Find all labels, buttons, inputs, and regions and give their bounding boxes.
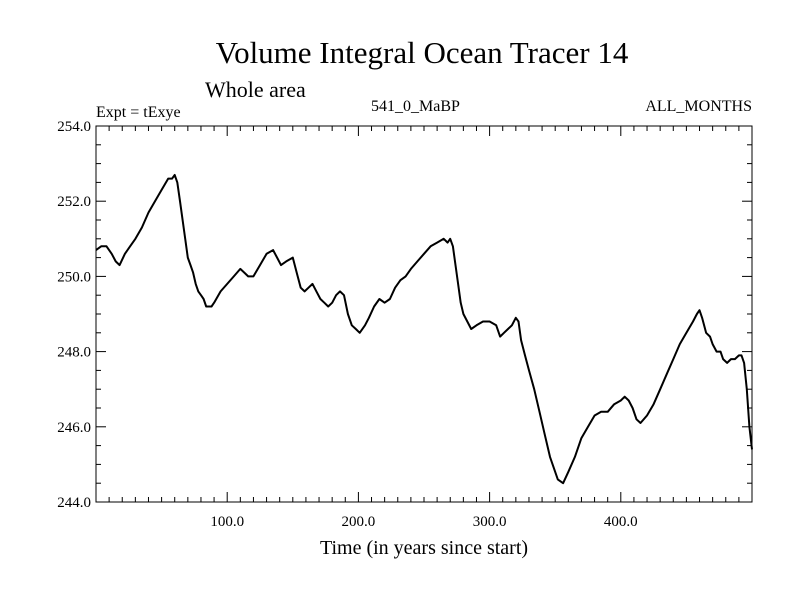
y-tick-label: 246.0 <box>57 420 91 436</box>
chart-subtitle: Whole area <box>205 77 306 102</box>
months-label: ALL_MONTHS <box>645 98 752 115</box>
x-axis-label: Time (in years since start) <box>320 537 528 559</box>
x-axis: 100.0 200.0 300.0 400.0 <box>108 126 740 530</box>
period-label: 541_0_MaBP <box>371 98 460 115</box>
y-tick-label: 248.0 <box>57 345 91 361</box>
x-tick-label: 400.0 <box>604 514 638 530</box>
plot-frame <box>95 125 753 503</box>
x-tick-label: 200.0 <box>342 514 376 530</box>
y-tick-label: 254.0 <box>57 119 91 135</box>
chart-title: Volume Integral Ocean Tracer 14 <box>216 35 629 70</box>
y-tick-label: 252.0 <box>57 194 91 210</box>
series-group <box>95 173 753 485</box>
y-tick-label: 250.0 <box>57 269 91 285</box>
y-tick-label: 244.0 <box>57 495 91 511</box>
series-line <box>95 173 753 485</box>
x-tick-label: 100.0 <box>210 514 244 530</box>
x-tick-label: 300.0 <box>473 514 507 530</box>
experiment-label: Expt = tExye <box>96 104 181 121</box>
y-axis: 244.0 246.0 248.0 250.0 252.0 254.0 <box>57 119 752 511</box>
